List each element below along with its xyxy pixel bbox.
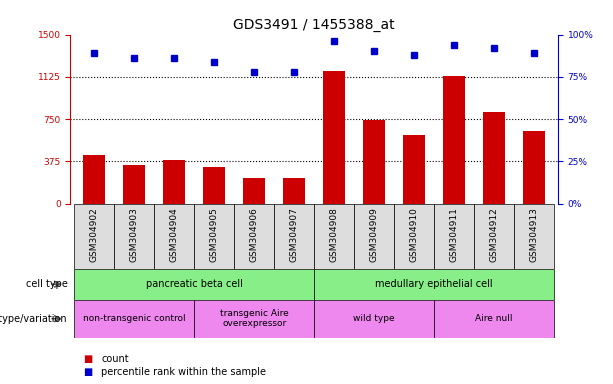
Text: GSM304902: GSM304902	[90, 207, 99, 262]
Text: ■: ■	[83, 367, 92, 377]
Bar	[483, 112, 505, 204]
Bar	[204, 167, 226, 204]
FancyBboxPatch shape	[274, 204, 314, 269]
FancyBboxPatch shape	[194, 204, 234, 269]
Bar	[83, 155, 105, 204]
Text: GSM304905: GSM304905	[210, 207, 219, 262]
FancyBboxPatch shape	[75, 204, 115, 269]
Bar	[323, 71, 345, 204]
Text: genotype/variation: genotype/variation	[0, 314, 67, 324]
Bar	[123, 165, 145, 204]
Bar	[443, 76, 465, 204]
Bar	[363, 120, 385, 204]
FancyBboxPatch shape	[75, 269, 314, 300]
Text: GSM304909: GSM304909	[370, 207, 379, 262]
Text: medullary epithelial cell: medullary epithelial cell	[375, 279, 493, 289]
Text: ■: ■	[83, 354, 92, 364]
Text: wild type: wild type	[353, 314, 395, 323]
FancyBboxPatch shape	[194, 300, 314, 338]
FancyBboxPatch shape	[434, 300, 554, 338]
Text: GSM304910: GSM304910	[409, 207, 419, 262]
FancyBboxPatch shape	[75, 300, 194, 338]
Bar	[403, 135, 425, 204]
Text: percentile rank within the sample: percentile rank within the sample	[101, 367, 266, 377]
Bar	[243, 178, 265, 204]
FancyBboxPatch shape	[314, 269, 554, 300]
FancyBboxPatch shape	[154, 204, 194, 269]
Text: non-transgenic control: non-transgenic control	[83, 314, 186, 323]
Text: GSM304911: GSM304911	[449, 207, 459, 262]
FancyBboxPatch shape	[314, 300, 434, 338]
Text: GSM304912: GSM304912	[489, 207, 498, 262]
FancyBboxPatch shape	[314, 204, 354, 269]
FancyBboxPatch shape	[474, 204, 514, 269]
Bar	[523, 131, 545, 204]
Text: cell type: cell type	[26, 279, 67, 289]
FancyBboxPatch shape	[115, 204, 154, 269]
Text: GSM304903: GSM304903	[130, 207, 139, 262]
Text: count: count	[101, 354, 129, 364]
Text: GSM304904: GSM304904	[170, 207, 179, 262]
Text: GSM304913: GSM304913	[530, 207, 538, 262]
Text: transgenic Aire
overexpressor: transgenic Aire overexpressor	[220, 309, 289, 328]
Title: GDS3491 / 1455388_at: GDS3491 / 1455388_at	[234, 18, 395, 32]
Text: pancreatic beta cell: pancreatic beta cell	[146, 279, 243, 289]
Bar	[283, 178, 305, 204]
FancyBboxPatch shape	[394, 204, 434, 269]
FancyBboxPatch shape	[234, 204, 274, 269]
FancyBboxPatch shape	[514, 204, 554, 269]
Text: GSM304907: GSM304907	[290, 207, 299, 262]
Bar	[164, 160, 185, 204]
Text: GSM304908: GSM304908	[330, 207, 338, 262]
FancyBboxPatch shape	[434, 204, 474, 269]
FancyBboxPatch shape	[354, 204, 394, 269]
Text: GSM304906: GSM304906	[249, 207, 259, 262]
Text: Aire null: Aire null	[475, 314, 512, 323]
